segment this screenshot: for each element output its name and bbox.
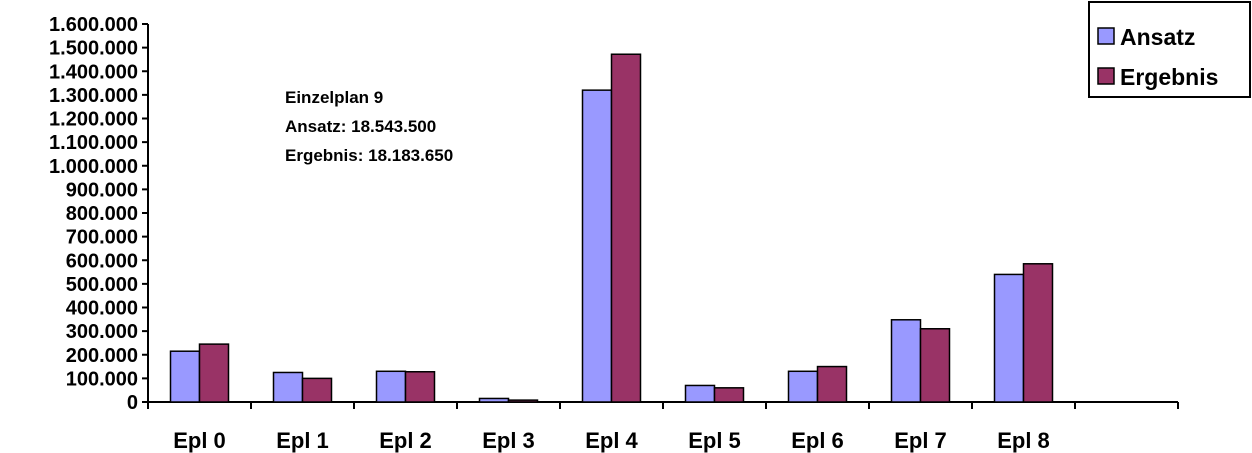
y-tick-label: 1.000.000: [49, 156, 138, 178]
bar-ergebnis-0: [198, 343, 230, 403]
y-tick-label: 1.100.000: [49, 132, 138, 154]
x-tick-label: Epl 3: [482, 428, 535, 453]
y-tick-label: 1.300.000: [49, 85, 138, 107]
bar-ergebnis-3: [507, 399, 539, 403]
x-axis: Epl 0 Epl 1 Epl 2 Epl 3 Epl 4 Epl 5 Epl 6 Epl 7…: [147, 401, 1179, 453]
chart-annotation: Einzelplan 9 Ansatz: 18.543.500 Ergebnis…: [285, 88, 453, 165]
legend-label-ergebnis: Ergebnis: [1120, 64, 1218, 90]
bar-ansatz-2: [375, 370, 407, 403]
bar-ansatz-1: [272, 371, 304, 403]
bar-ansatz-7: [890, 319, 922, 403]
bar-ansatz-3: [478, 397, 510, 403]
x-tick-label: Epl 4: [585, 428, 638, 453]
bar-ergebnis-8: [1022, 263, 1054, 403]
legend-swatch-ergebnis: [1097, 67, 1115, 85]
y-tick-label: 1.500.000: [49, 38, 138, 60]
x-tick-label: Epl 5: [688, 428, 741, 453]
legend-label-ansatz: Ansatz: [1120, 24, 1195, 50]
y-tick-label: 200.000: [66, 345, 138, 367]
x-tick-label: Epl 2: [379, 428, 432, 453]
bar-ergebnis-2: [404, 371, 436, 403]
y-tick-label: 500.000: [66, 274, 138, 296]
y-tick-label: 700.000: [66, 227, 138, 249]
bar-ansatz-0: [169, 350, 201, 403]
y-tick-label: 300.000: [66, 321, 138, 343]
bar-ansatz-4: [581, 89, 613, 403]
bar-ergebnis-4: [610, 53, 642, 403]
x-tick-label: Epl 8: [997, 428, 1050, 453]
bar-ansatz-6: [787, 370, 819, 403]
y-axis: 0100.000200.000300.000400.000500.000600.…: [49, 14, 149, 414]
y-tick-label: 800.000: [66, 203, 138, 225]
x-tick-label: Epl 6: [791, 428, 844, 453]
x-tick-label: Epl 7: [894, 428, 947, 453]
y-tick-label: 900.000: [66, 179, 138, 201]
legend-box: [1088, 1, 1251, 98]
bar-ergebnis-6: [816, 365, 848, 403]
legend-swatch-ansatz: [1097, 27, 1115, 45]
annotation-line-3: Ergebnis: 18.183.650: [285, 146, 453, 165]
y-tick-label: 1.400.000: [49, 61, 138, 83]
annotation-line-1: Einzelplan 9: [285, 88, 383, 107]
x-tick-label: Epl 1: [276, 428, 329, 453]
x-tick-label: Epl 0: [173, 428, 226, 453]
bar-ansatz-8: [993, 273, 1025, 403]
legend: Ansatz Ergebnis: [1088, 1, 1251, 98]
y-tick-label: 600.000: [66, 250, 138, 272]
y-tick-label: 100.000: [66, 368, 138, 390]
bar-ergebnis-7: [919, 328, 951, 403]
annotation-line-2: Ansatz: 18.543.500: [285, 117, 436, 136]
y-tick-label: 1.200.000: [49, 109, 138, 131]
y-tick-label: 0: [127, 392, 138, 414]
y-tick-label: 400.000: [66, 298, 138, 320]
bar-ergebnis-5: [713, 387, 745, 403]
bars: [169, 53, 1054, 403]
bar-ansatz-5: [684, 384, 716, 403]
y-tick-label: 1.600.000: [49, 14, 138, 36]
bar-ergebnis-1: [301, 377, 333, 403]
